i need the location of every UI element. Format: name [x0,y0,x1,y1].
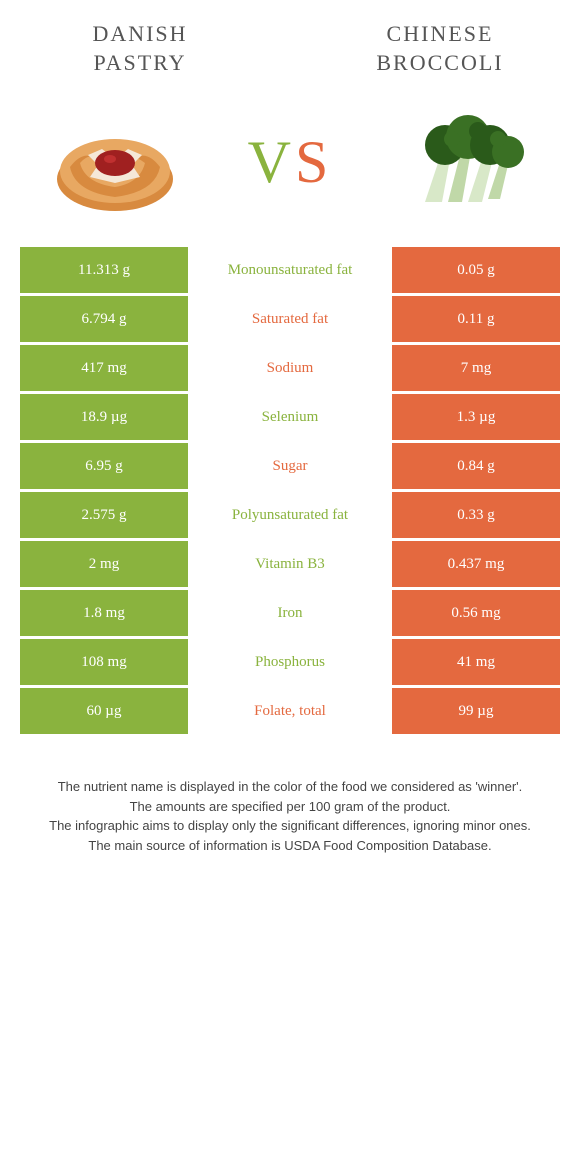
table-row: 18.9 µgSelenium1.3 µg [20,394,560,440]
right-value: 0.437 mg [392,541,560,587]
vs-v: V [248,129,295,195]
vs-s: S [295,129,332,195]
nutrient-label: Sodium [188,345,392,391]
table-row: 2.575 gPolyunsaturated fat0.33 g [20,492,560,538]
table-row: 6.95 gSugar0.84 g [20,443,560,489]
header: DANISH PASTRY CHINESE BROCCOLI [0,0,580,87]
table-row: 417 mgSodium7 mg [20,345,560,391]
right-value: 7 mg [392,345,560,391]
footer-line: The nutrient name is displayed in the co… [30,777,550,797]
vs-label: VS [248,128,333,197]
right-value: 1.3 µg [392,394,560,440]
table-row: 11.313 gMonounsaturated fat0.05 g [20,247,560,293]
footer: The nutrient name is displayed in the co… [0,737,580,885]
left-value: 2.575 g [20,492,188,538]
nutrient-table: 11.313 gMonounsaturated fat0.05 g6.794 g… [20,247,560,734]
nutrient-label: Folate, total [188,688,392,734]
nutrient-label: Phosphorus [188,639,392,685]
right-value: 41 mg [392,639,560,685]
table-row: 2 mgVitamin B30.437 mg [20,541,560,587]
footer-line: The amounts are specified per 100 gram o… [30,797,550,817]
nutrient-label: Sugar [188,443,392,489]
right-value: 0.84 g [392,443,560,489]
left-value: 6.95 g [20,443,188,489]
right-value: 0.33 g [392,492,560,538]
title-line: PASTRY [93,50,186,75]
nutrient-label: Selenium [188,394,392,440]
right-value: 0.11 g [392,296,560,342]
left-value: 1.8 mg [20,590,188,636]
right-value: 0.56 mg [392,590,560,636]
table-row: 108 mgPhosphorus41 mg [20,639,560,685]
title-line: DANISH [92,21,187,46]
nutrient-label: Iron [188,590,392,636]
nutrient-label: Polyunsaturated fat [188,492,392,538]
left-value: 6.794 g [20,296,188,342]
table-row: 6.794 gSaturated fat0.11 g [20,296,560,342]
right-value: 99 µg [392,688,560,734]
left-value: 60 µg [20,688,188,734]
footer-line: The infographic aims to display only the… [30,816,550,836]
table-row: 1.8 mgIron0.56 mg [20,590,560,636]
left-value: 2 mg [20,541,188,587]
title-line: BROCCOLI [376,50,503,75]
left-value: 417 mg [20,345,188,391]
right-value: 0.05 g [392,247,560,293]
pastry-image [40,107,190,217]
broccoli-image [390,107,540,217]
food-right-title: CHINESE BROCCOLI [350,20,530,77]
left-value: 11.313 g [20,247,188,293]
table-row: 60 µgFolate, total99 µg [20,688,560,734]
nutrient-label: Saturated fat [188,296,392,342]
nutrient-label: Vitamin B3 [188,541,392,587]
nutrient-label: Monounsaturated fat [188,247,392,293]
footer-line: The main source of information is USDA F… [30,836,550,856]
left-value: 18.9 µg [20,394,188,440]
left-value: 108 mg [20,639,188,685]
food-left-title: DANISH PASTRY [50,20,230,77]
vs-row: VS [0,87,580,247]
title-line: CHINESE [387,21,494,46]
